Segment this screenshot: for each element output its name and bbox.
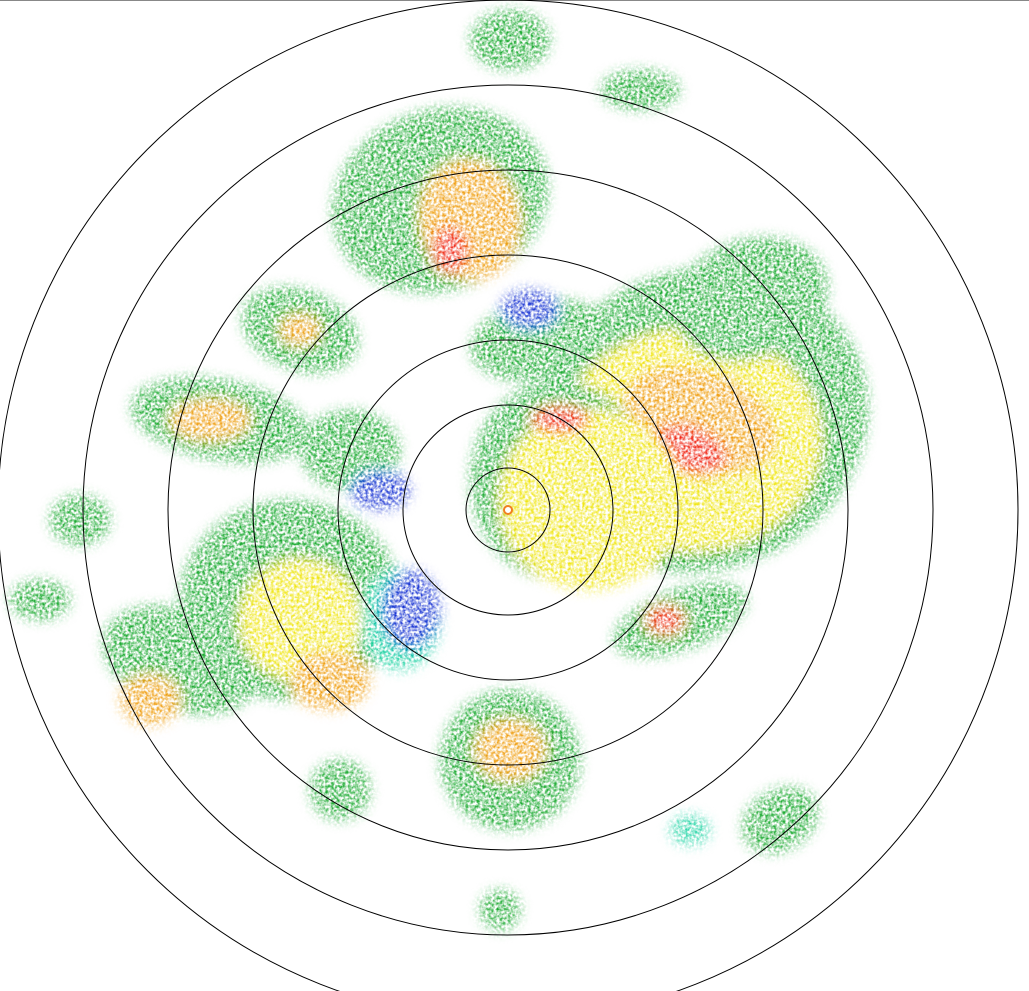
range-ring — [252, 254, 764, 766]
range-ring — [82, 84, 934, 936]
echo-green — [50, 495, 110, 545]
echo-green — [310, 760, 370, 820]
echo-light-cyan — [670, 815, 710, 845]
echo-green — [470, 10, 550, 70]
echo-orange — [475, 720, 545, 780]
range-ring — [167, 169, 849, 851]
echo-orange — [290, 650, 370, 710]
echo-green — [742, 787, 818, 853]
echo-green — [300, 410, 400, 490]
echo-green — [10, 580, 70, 620]
range-ring — [337, 339, 679, 681]
precipitation-echoes — [10, 10, 868, 930]
echo-orange — [170, 400, 250, 440]
echo-weak-blue — [380, 570, 440, 650]
echo-green — [672, 237, 828, 363]
echo-orange — [120, 675, 180, 725]
echo-orange — [280, 315, 320, 345]
echo-weak-blue — [350, 470, 410, 510]
echo-weak-blue — [500, 290, 560, 330]
radar-site-marker — [503, 505, 513, 515]
range-ring — [465, 467, 551, 553]
range-ring — [402, 404, 614, 616]
echo-red — [645, 605, 685, 635]
echo-red — [530, 405, 590, 435]
echo-yellow — [500, 410, 680, 590]
echo-green — [480, 890, 520, 930]
echo-green — [600, 70, 680, 110]
echo-red — [430, 225, 470, 275]
